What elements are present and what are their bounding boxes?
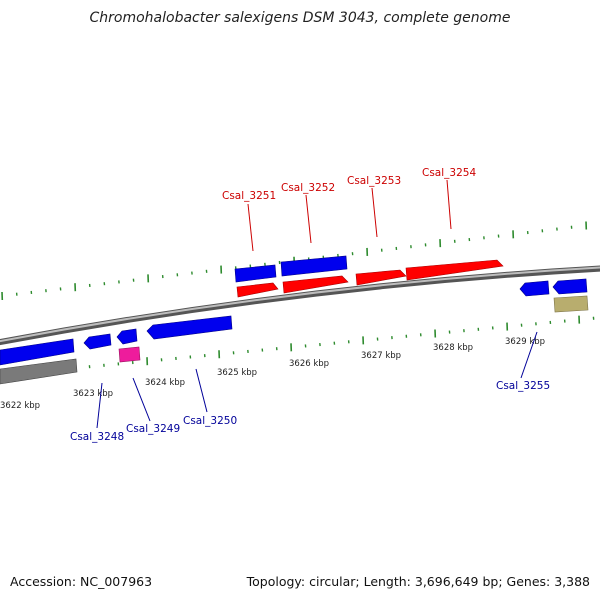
backbone-arc-highlight <box>0 266 600 343</box>
leader-csal-3254 <box>446 179 452 230</box>
tick-label-3627: 3627 kbp <box>361 351 401 361</box>
label-leaders <box>96 179 538 429</box>
label-csal-3254[interactable]: Csal_3254 <box>422 167 476 179</box>
gene-csal-3247[interactable] <box>0 338 75 366</box>
gene-csal-3251[interactable] <box>236 282 279 298</box>
tick-label-3626: 3626 kbp <box>289 359 329 369</box>
scale-labels: 3622 kbp 3623 kbp 3624 kbp 3625 kbp 3626… <box>0 337 545 411</box>
genome-summary-text: Topology: circular; Length: 3,696,649 bp… <box>246 574 590 589</box>
label-csal-3248[interactable]: Csal_3248 <box>70 431 124 443</box>
label-csal-3249[interactable]: Csal_3249 <box>126 423 180 435</box>
gene-labels: Csal_3251 Csal_3252 Csal_3253 Csal_3254 … <box>70 167 550 443</box>
backbone-arc <box>0 265 600 346</box>
reverse-features <box>0 278 589 385</box>
tick-label-3623: 3623 kbp <box>73 389 113 399</box>
label-csal-3255[interactable]: Csal_3255 <box>496 380 550 392</box>
tick-label-3625: 3625 kbp <box>217 368 257 378</box>
leader-csal-3249 <box>132 377 151 422</box>
tick-label-3624: 3624 kbp <box>145 378 185 388</box>
map-title: Chromohalobacter salexigens DSM 3043, co… <box>89 10 511 26</box>
tick-label-3628: 3628 kbp <box>433 343 473 353</box>
leader-csal-3253 <box>371 187 378 238</box>
tick-label-3629: 3629 kbp <box>505 337 545 347</box>
leader-csal-3248 <box>96 382 103 429</box>
label-csal-3252[interactable]: Csal_3252 <box>281 182 335 194</box>
outer-tick-row <box>1 221 588 301</box>
label-csal-3253[interactable]: Csal_3253 <box>347 175 401 187</box>
label-csal-3251[interactable]: Csal_3251 <box>222 190 276 202</box>
leader-csal-3252 <box>305 194 312 244</box>
other-feature[interactable] <box>553 295 589 313</box>
backbone <box>0 265 600 346</box>
forward-features <box>234 255 504 298</box>
gene-grey-segment[interactable] <box>0 358 78 385</box>
gene-csal-3256[interactable] <box>552 278 588 295</box>
gene-csal-3250[interactable] <box>146 315 233 340</box>
gene-upper-blue-1[interactable] <box>234 264 277 283</box>
gene-csal-3249[interactable] <box>116 328 138 345</box>
gene-csal-3253[interactable] <box>355 269 407 286</box>
tick-label-3622: 3622 kbp <box>0 401 40 411</box>
accession-text: Accession: NC_007963 <box>10 574 153 589</box>
gene-csal-3248[interactable] <box>83 333 112 350</box>
leader-csal-3250 <box>195 368 208 413</box>
gene-csal-3254[interactable] <box>405 259 504 281</box>
label-csal-3250[interactable]: Csal_3250 <box>183 415 237 427</box>
gene-upper-blue-2[interactable] <box>280 255 348 277</box>
leader-csal-3251 <box>247 203 254 252</box>
gene-csal-3255[interactable] <box>519 280 550 297</box>
leader-csal-3255 <box>520 331 538 379</box>
rna-feature[interactable] <box>118 346 141 363</box>
gene-csal-3252[interactable] <box>282 275 349 294</box>
